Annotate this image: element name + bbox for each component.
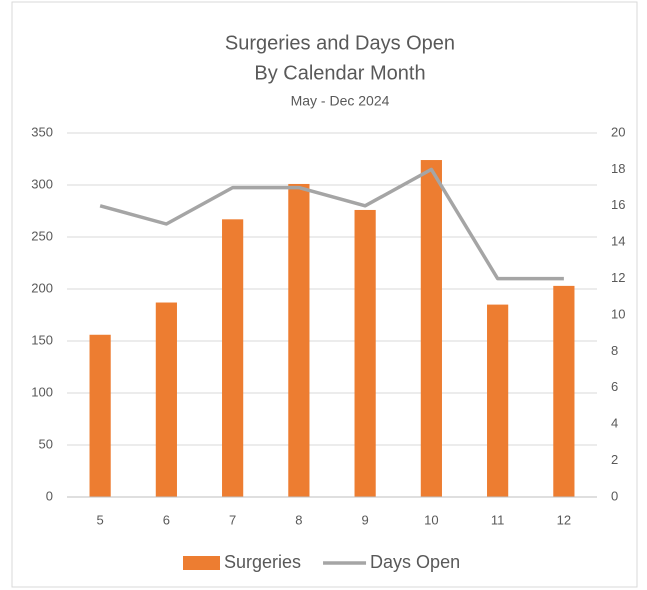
chart-title: Surgeries and Days Open (225, 32, 455, 54)
bar (288, 183, 310, 497)
y-tick-label: 50 (39, 436, 53, 451)
bar (420, 160, 442, 498)
bar (354, 209, 376, 497)
y-tick-label: 200 (31, 280, 53, 295)
y-tick-label: 0 (46, 488, 53, 503)
y-tick-label: 350 (31, 124, 53, 139)
y2-tick-label: 10 (611, 306, 625, 321)
y2-tick-label: 0 (611, 488, 618, 503)
bar (89, 334, 111, 497)
y2-tick-label: 8 (611, 343, 618, 358)
bar (553, 285, 575, 497)
y2-tick-label: 14 (611, 234, 625, 249)
x-tick-label: 10 (424, 512, 438, 527)
legend-label: Surgeries (224, 552, 301, 572)
y2-tick-label: 12 (611, 270, 625, 285)
y-tick-label: 300 (31, 176, 53, 191)
x-tick-label: 5 (97, 512, 104, 527)
y2-tick-label: 18 (611, 161, 625, 176)
legend-swatch (183, 556, 220, 570)
y2-tick-label: 16 (611, 197, 625, 212)
x-tick-label: 11 (491, 512, 505, 527)
chart-title: By Calendar Month (254, 62, 425, 84)
y-tick-label: 150 (31, 332, 53, 347)
x-tick-label: 9 (362, 512, 369, 527)
y2-tick-label: 6 (611, 379, 618, 394)
bar (487, 304, 509, 497)
bar (155, 302, 177, 497)
x-tick-label: 12 (557, 512, 571, 527)
x-tick-label: 8 (295, 512, 302, 527)
y2-tick-label: 2 (611, 452, 618, 467)
line (99, 167, 564, 281)
x-tick-label: 6 (163, 512, 170, 527)
bar (222, 219, 244, 497)
y2-tick-label: 4 (611, 416, 618, 431)
chart-subtitle: May - Dec 2024 (291, 93, 390, 109)
x-tick-label: 7 (229, 512, 236, 527)
y2-tick-label: 20 (611, 124, 625, 139)
legend-label: Days Open (370, 552, 460, 572)
chart-frame (11, 1, 638, 588)
y-tick-label: 100 (31, 384, 53, 399)
y-tick-label: 250 (31, 228, 53, 243)
